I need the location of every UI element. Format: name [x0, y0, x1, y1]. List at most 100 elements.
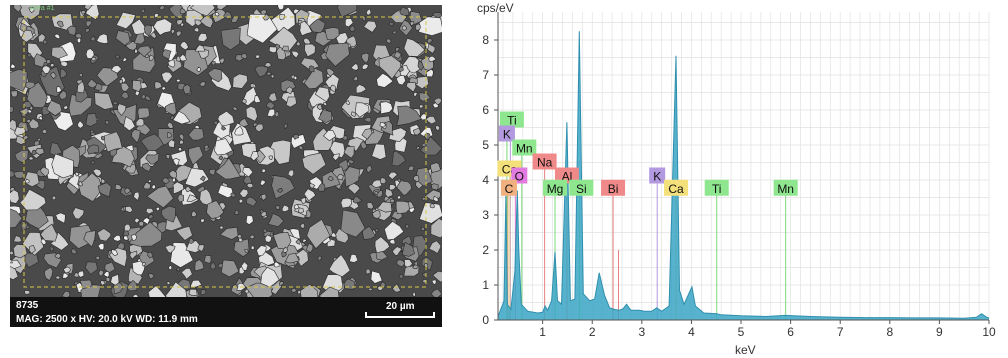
sem-particle: [302, 238, 308, 243]
sem-particle: [58, 90, 68, 100]
sem-particle: [386, 38, 392, 44]
sem-particle: [141, 93, 146, 100]
sem-particle: [387, 171, 398, 180]
sem-particle: [110, 273, 120, 286]
sem-particle: [389, 198, 395, 204]
sem-particle: [175, 225, 193, 241]
sem-particle: [361, 128, 373, 140]
sem-particle: [305, 209, 312, 218]
sem-particle: [78, 73, 83, 78]
sem-particle: [317, 182, 326, 192]
spectrum-series: [497, 31, 990, 321]
sem-particle: [435, 124, 441, 132]
sem-particle: [28, 7, 35, 14]
sem-particle: [399, 6, 410, 16]
sem-particle: [361, 16, 367, 22]
sem-particle: [259, 179, 266, 186]
x-tick-label: 8: [886, 325, 893, 339]
sem-particle: [420, 226, 426, 232]
element-label: Mg: [543, 179, 568, 196]
sem-particle: [343, 145, 355, 159]
sem-particle: [268, 92, 278, 103]
sem-particle: [253, 94, 262, 104]
sem-particle: [219, 225, 224, 230]
sem-particle: [419, 202, 442, 224]
sem-particle: [425, 116, 437, 125]
sem-particle: [293, 75, 298, 81]
sem-particle: [188, 127, 205, 141]
sem-particle: [177, 147, 183, 152]
sem-particle: [250, 151, 259, 162]
sem-particle: [178, 133, 185, 142]
y-tick-label: 3: [482, 208, 489, 222]
sem-particle: [412, 127, 421, 136]
sem-particle: [164, 102, 177, 116]
element-label: Mn: [512, 139, 537, 156]
sem-particle: [306, 218, 331, 250]
sem-particle: [401, 25, 407, 31]
sem-particle: [350, 111, 357, 117]
sem-particle: [199, 16, 214, 29]
sem-particle: [391, 30, 397, 35]
sem-particle: [431, 183, 439, 191]
sem-particle: [97, 182, 112, 198]
sem-particle: [323, 129, 337, 142]
sem-particle: [353, 75, 358, 81]
sem-particle: [39, 166, 50, 177]
sem-particle: [388, 127, 407, 143]
sem-particle: [200, 218, 205, 224]
sem-particle: [10, 68, 28, 92]
sem-particle: [134, 217, 140, 224]
sem-particle: [309, 182, 316, 189]
sem-particle: [95, 256, 101, 261]
sem-particle: [38, 116, 43, 121]
sem-particle: [418, 16, 442, 36]
sem-particle: [55, 275, 61, 280]
sem-particle: [76, 80, 85, 94]
y-axis-title: cps/eV: [477, 1, 514, 15]
sem-particle: [254, 123, 264, 133]
sem-particle: [232, 73, 248, 89]
sem-particle: [132, 47, 156, 73]
sem-particle: [232, 106, 239, 112]
sem-particle: [349, 24, 356, 32]
sem-particle: [427, 43, 436, 54]
sem-particle: [105, 276, 111, 283]
sem-particle: [428, 55, 437, 63]
sem-particle: [92, 168, 102, 177]
sem-particle: [301, 152, 327, 175]
sem-particle: [365, 8, 372, 16]
element-label-bg: [500, 179, 517, 196]
sem-particle: [98, 269, 105, 277]
sem-particle: [115, 11, 137, 30]
element-label: Ti: [704, 179, 729, 196]
sem-particle: [306, 242, 314, 253]
sem-particle: [281, 204, 290, 213]
y-tick-label: 2: [482, 243, 489, 257]
sem-particle: [209, 261, 217, 270]
sem-particle: [365, 268, 371, 275]
chart-axes: 1 2 3 4 5 6 7 8 9 10 0 1 2 3 4 5 6 7 8: [482, 12, 996, 339]
sem-particle: [125, 205, 134, 213]
sem-particle: [186, 194, 198, 202]
sem-particle: [395, 200, 410, 215]
sem-particle: [433, 195, 440, 202]
sem-particle: [347, 137, 365, 153]
sem-particle: [421, 197, 426, 201]
x-tick-label: 4: [688, 325, 695, 339]
sem-particle: [123, 116, 136, 132]
sem-particle: [148, 214, 154, 220]
sem-particle: [171, 177, 176, 184]
sem-particle: [336, 173, 344, 181]
sem-particle: [10, 265, 19, 281]
sem-particle: [285, 96, 297, 108]
sem-particle: [268, 139, 292, 165]
sem-particle: [211, 61, 216, 66]
sem-particle: [136, 45, 152, 58]
sem-particle: [28, 118, 40, 130]
sem-particle: [234, 125, 244, 136]
sem-particle: [147, 179, 152, 183]
sem-particle: [396, 259, 405, 268]
sem-particle: [24, 252, 39, 268]
sem-particle: [37, 138, 41, 142]
